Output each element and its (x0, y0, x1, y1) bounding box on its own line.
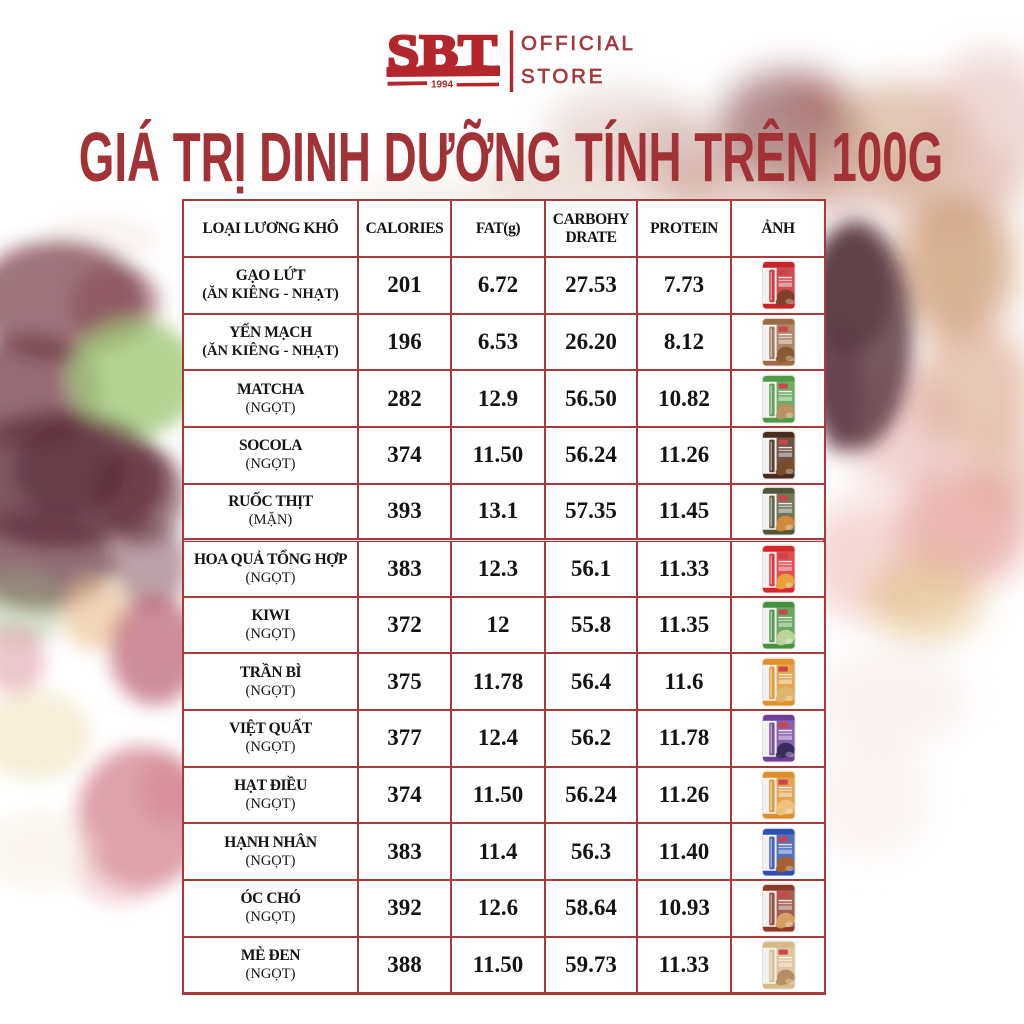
svg-text:1994: 1994 (431, 79, 453, 91)
